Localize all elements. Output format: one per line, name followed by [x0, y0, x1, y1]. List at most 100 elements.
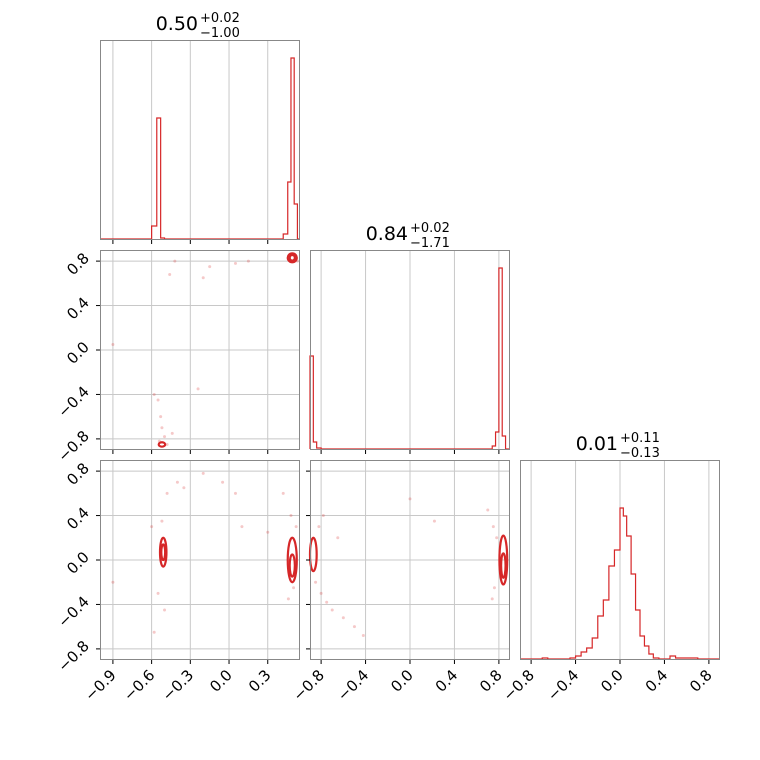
sample-point — [492, 586, 496, 590]
title-value: 0.84 — [366, 223, 408, 245]
sample-point — [159, 415, 163, 419]
x-tick-label: 0.0 — [387, 666, 417, 696]
y-tick-label: −0.4 — [54, 383, 92, 421]
density-contour — [288, 553, 296, 578]
diag-3-histogram-step — [520, 507, 720, 660]
sample-point — [160, 426, 164, 430]
sample-point — [289, 514, 293, 518]
diag-1-title: 0.50 +0.02−1.00 — [156, 11, 240, 41]
sample-point — [317, 525, 321, 529]
sample-point — [175, 480, 179, 484]
sample-point — [152, 630, 156, 634]
joint-3-1-frame — [100, 460, 300, 660]
sample-point — [163, 435, 167, 439]
x-tick-label: −0.9 — [81, 666, 119, 704]
diag-3-title: 0.01 +0.11−0.13 — [576, 431, 660, 461]
sample-point — [495, 536, 499, 540]
density-contour — [286, 252, 298, 264]
diag-3-frame — [520, 460, 720, 660]
sample-point — [325, 600, 329, 604]
x-tick-label: 0.3 — [245, 666, 275, 696]
sample-point — [233, 491, 237, 495]
sample-point — [352, 625, 356, 629]
diag-1-bg — [100, 40, 300, 240]
sample-point — [170, 431, 174, 435]
x-tick-label: −0.8 — [289, 666, 327, 704]
sample-point — [233, 261, 237, 265]
sample-point — [266, 530, 270, 534]
sample-point — [408, 497, 412, 501]
sample-point — [156, 398, 160, 402]
diag-2-histogram-step — [309, 267, 510, 450]
x-tick-label: −0.4 — [544, 666, 582, 704]
y-tick-label: 0.0 — [63, 338, 93, 368]
sample-point — [321, 514, 325, 518]
y-tick-label: −0.8 — [54, 637, 92, 675]
sample-point — [156, 591, 160, 595]
title-value: 0.50 — [156, 13, 198, 35]
sample-point — [240, 525, 244, 529]
sample-point — [152, 392, 156, 396]
sample-point — [432, 519, 436, 523]
title-value: 0.01 — [576, 433, 618, 455]
x-tick-label: −0.4 — [334, 666, 372, 704]
sample-point — [150, 525, 154, 529]
x-tick-label: −0.6 — [120, 666, 158, 704]
title-minus: −1.00 — [200, 26, 240, 41]
title-plus: +0.02 — [410, 221, 450, 236]
sample-point — [208, 265, 212, 269]
sample-point — [294, 525, 298, 529]
sample-point — [336, 536, 340, 540]
y-tick-label: 0.0 — [63, 548, 93, 578]
x-tick-label: −0.8 — [499, 666, 537, 704]
x-tick-label: 0.0 — [206, 666, 236, 696]
joint-3-2-frame — [310, 460, 510, 660]
x-tick-label: 0.0 — [597, 666, 627, 696]
sample-point — [182, 486, 186, 490]
sample-point — [201, 471, 205, 475]
y-tick-label: 0.8 — [63, 249, 93, 279]
y-tick-label: 0.4 — [63, 294, 93, 324]
density-contour — [286, 536, 298, 584]
sample-point — [286, 597, 290, 601]
y-tick-label: 0.4 — [63, 504, 93, 534]
sample-point — [486, 508, 490, 512]
density-contour — [288, 253, 296, 262]
diag-2-title: 0.84 +0.02−1.71 — [366, 221, 450, 251]
sample-point — [490, 597, 494, 601]
diag-2-frame — [310, 250, 510, 450]
density-contour — [157, 441, 167, 448]
sample-point — [165, 442, 169, 446]
x-tick-label: −0.3 — [159, 666, 197, 704]
title-minus: −1.71 — [410, 236, 450, 251]
y-tick-label: −0.8 — [54, 427, 92, 465]
x-tick-label: 0.8 — [686, 666, 716, 696]
sample-point — [196, 387, 200, 391]
x-tick-label: 0.4 — [432, 666, 462, 696]
title-minus: −0.13 — [620, 446, 660, 461]
density-contour — [500, 552, 507, 579]
sample-point — [246, 259, 250, 263]
sample-point — [281, 491, 285, 495]
sample-point — [221, 480, 225, 484]
sample-point — [160, 519, 164, 523]
density-contour — [160, 543, 167, 562]
sample-point — [165, 491, 169, 495]
sample-point — [314, 580, 318, 584]
sample-point — [163, 608, 167, 612]
sample-point — [201, 276, 205, 280]
diag-1-histogram-step — [100, 57, 300, 240]
diag-1-frame — [100, 40, 300, 240]
sample-point — [330, 608, 334, 612]
x-tick-label: 0.4 — [642, 666, 672, 696]
joint-2-1-frame — [100, 250, 300, 450]
sample-point — [491, 525, 495, 529]
y-tick-label: −0.4 — [54, 593, 92, 631]
sample-point — [341, 616, 345, 620]
density-contour — [158, 536, 168, 568]
title-plus: +0.02 — [200, 11, 240, 26]
sample-point — [111, 342, 115, 346]
sample-point — [361, 634, 365, 638]
sample-point — [319, 591, 323, 595]
